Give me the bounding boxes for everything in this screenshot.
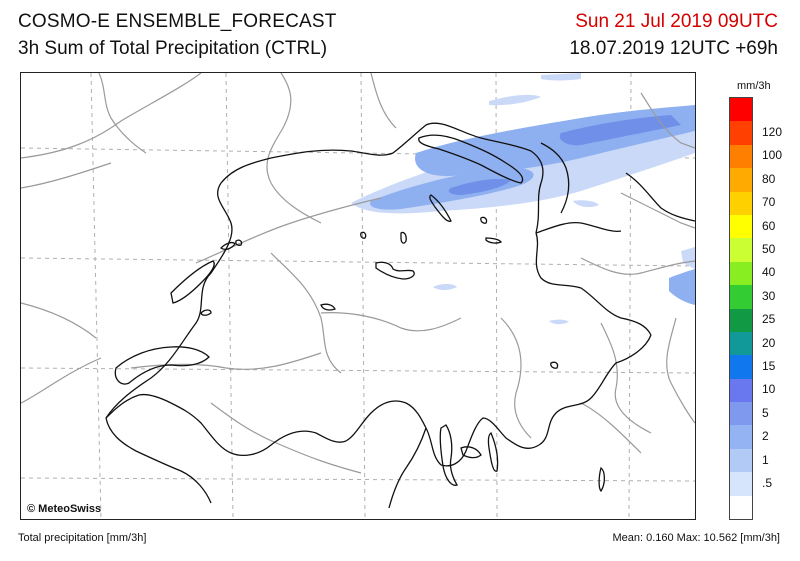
legend-swatch xyxy=(730,98,752,122)
legend-swatch xyxy=(730,402,752,426)
precip-area-east-light xyxy=(681,247,695,269)
legend-swatch xyxy=(730,378,752,403)
national-borders xyxy=(105,122,695,509)
legend-swatch xyxy=(730,472,752,497)
legend-label: 5 xyxy=(762,405,769,420)
legend-label: 80 xyxy=(762,171,776,186)
legend-swatch xyxy=(730,261,752,286)
lake-neuchatel xyxy=(170,260,215,304)
copyright-label: © MeteoSwiss xyxy=(27,503,102,515)
legend-label: 2 xyxy=(762,429,769,444)
chart-title: COSMO-E ENSEMBLE_FORECAST xyxy=(18,11,337,32)
legend-label: 20 xyxy=(762,335,776,350)
legend-swatch xyxy=(730,308,752,333)
chart-subtitle: 3h Sum of Total Precipitation (CTRL) xyxy=(18,38,328,59)
map-canvas xyxy=(21,73,695,519)
legend-swatch xyxy=(730,495,752,520)
lake-maggiore xyxy=(439,424,458,486)
lake-small-south xyxy=(598,466,606,493)
precip-area-small xyxy=(433,284,457,290)
legend-label: 10 xyxy=(762,382,776,397)
footer-statistics: Mean: 0.160 Max: 10.562 [mm/3h] xyxy=(612,532,780,544)
legend-swatch xyxy=(730,238,752,263)
legend-swatch xyxy=(730,425,752,450)
run-time: 18.07.2019 12UTC +69h xyxy=(569,38,778,59)
legend-label: .5 xyxy=(762,475,773,490)
legend-unit: mm/3h xyxy=(737,80,771,92)
legend-label: 60 xyxy=(762,218,776,233)
lake-como xyxy=(487,432,499,472)
footer-variable: Total precipitation [mm/3h] xyxy=(18,532,147,544)
legend-swatch xyxy=(730,355,752,380)
precip-area-dark xyxy=(559,115,681,146)
legend-label: 50 xyxy=(762,242,776,257)
legend-label: 100 xyxy=(762,148,783,163)
legend-swatch xyxy=(730,285,752,309)
lake-constance xyxy=(418,134,524,184)
precip-area-east xyxy=(669,269,695,305)
valid-time: Sun 21 Jul 2019 09UTC xyxy=(575,11,778,32)
precip-area-small-3 xyxy=(573,200,599,208)
lake-murten xyxy=(200,309,212,316)
lake-small-west xyxy=(235,239,243,246)
legend-swatch xyxy=(730,121,752,146)
legend-swatch xyxy=(730,191,752,216)
lake-geneva xyxy=(114,346,210,385)
legend-swatch xyxy=(730,168,752,193)
precipitation-areas xyxy=(351,73,695,325)
legend-swatch xyxy=(730,448,752,473)
precipitation-map: © MeteoSwiss xyxy=(20,72,696,520)
lake-brienz xyxy=(320,303,336,311)
lakes xyxy=(114,134,606,493)
legend-swatch xyxy=(730,144,752,169)
legend-label: 1 xyxy=(762,452,769,467)
precip-area-dark-2 xyxy=(448,178,511,195)
legend-label: 15 xyxy=(762,358,776,373)
legend-swatch xyxy=(730,214,752,239)
lake-walen xyxy=(485,237,502,244)
lake-small-mid xyxy=(480,216,488,224)
precip-area-top-2 xyxy=(541,73,581,81)
legend-swatch xyxy=(730,331,752,356)
legend-label: 30 xyxy=(762,288,776,303)
lake-small-east xyxy=(550,361,559,369)
legend-label: 120 xyxy=(762,125,783,140)
legend-label: 40 xyxy=(762,265,776,280)
lake-sempach xyxy=(360,231,367,239)
lake-zurich xyxy=(429,194,452,222)
lake-biel xyxy=(220,241,236,251)
color-legend xyxy=(729,97,753,520)
lake-lugano xyxy=(460,446,482,459)
lake-zug xyxy=(400,231,407,244)
precip-area-small-2 xyxy=(549,319,569,325)
lake-lucerne xyxy=(375,261,415,280)
precip-area-top xyxy=(489,94,541,106)
legend-label: 25 xyxy=(762,312,776,327)
legend-label: 70 xyxy=(762,195,776,210)
